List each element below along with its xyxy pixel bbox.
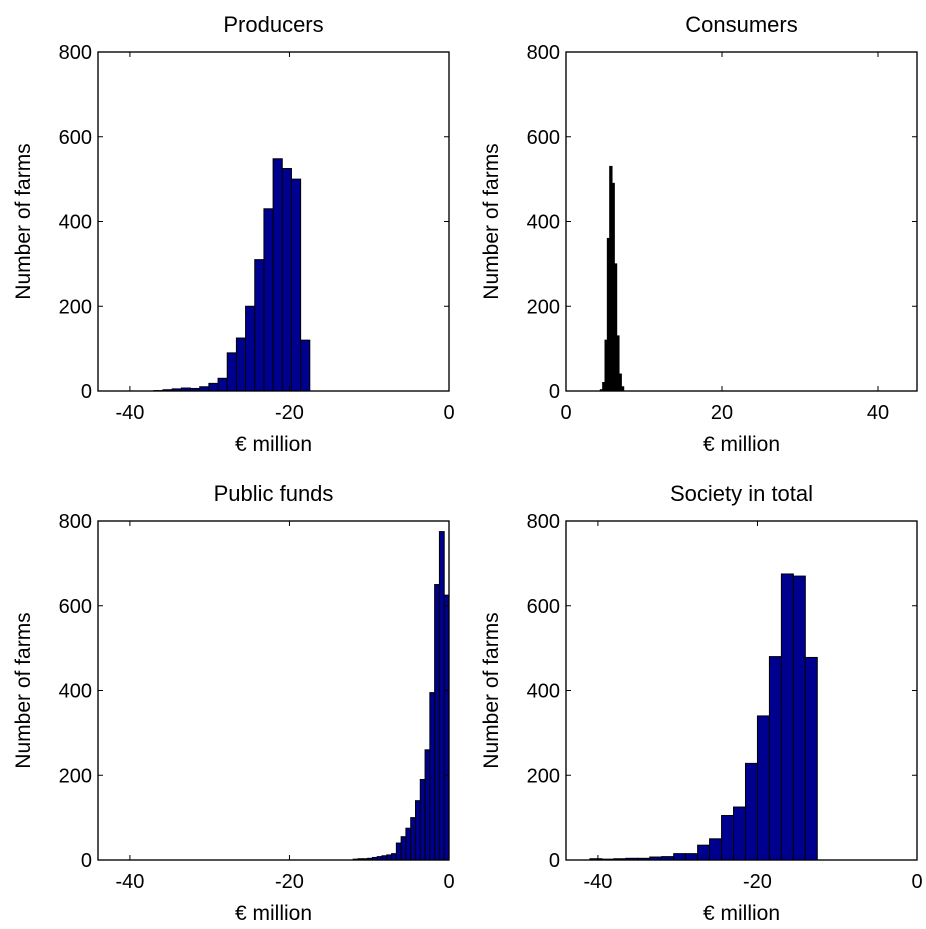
histogram-bar bbox=[410, 817, 416, 861]
y-tick-label: 600 bbox=[527, 596, 560, 618]
x-tick-label: -40 bbox=[115, 402, 144, 424]
histogram-bar bbox=[673, 853, 687, 861]
subplot-3: -40 -20 0 0 200 400 600 800 Public funds € millio… bbox=[12, 481, 455, 925]
subplot-1: -40 -20 0 0 200 400 600 800 Producers € million Nu… bbox=[12, 12, 455, 456]
histogram-bar bbox=[217, 377, 228, 392]
axes-frame bbox=[97, 520, 450, 861]
x-axis-label: € million bbox=[235, 433, 312, 456]
histogram-bar bbox=[443, 594, 450, 861]
y-axis-label: Number of farms bbox=[480, 143, 503, 299]
y-tick-label: 800 bbox=[527, 42, 560, 64]
axes-frame bbox=[565, 51, 918, 392]
y-tick-label: 400 bbox=[59, 681, 92, 703]
histogram-bar bbox=[721, 815, 735, 861]
histogram-bar bbox=[792, 575, 806, 861]
y-axis-label: Number of farms bbox=[480, 612, 503, 768]
histogram-bar bbox=[780, 573, 794, 861]
histogram-bar bbox=[245, 305, 256, 392]
histogram-bar bbox=[768, 656, 782, 861]
histogram-bar bbox=[208, 382, 219, 392]
histogram-bar bbox=[199, 386, 210, 392]
y-tick-label: 200 bbox=[527, 765, 560, 787]
y-tick-label: 200 bbox=[59, 296, 92, 318]
x-tick-label: 0 bbox=[911, 871, 922, 893]
y-tick-label: 600 bbox=[59, 596, 92, 618]
histogram-bar bbox=[419, 778, 426, 861]
x-tick-label: 0 bbox=[443, 402, 454, 424]
histogram-bar bbox=[405, 827, 412, 861]
y-tick-label: 0 bbox=[549, 381, 560, 403]
chart-title: Public funds bbox=[214, 481, 334, 506]
x-tick-label: 20 bbox=[711, 402, 733, 424]
y-tick-label: 400 bbox=[59, 212, 92, 234]
x-tick-label: -40 bbox=[115, 871, 144, 893]
histogram-bar bbox=[415, 800, 421, 861]
histogram-bar bbox=[744, 762, 758, 861]
x-axis-label: € million bbox=[703, 902, 780, 925]
histogram-bar bbox=[391, 853, 397, 861]
y-tick-label: 800 bbox=[59, 42, 92, 64]
histogram-bar bbox=[685, 853, 699, 861]
x-tick-label: 0 bbox=[443, 871, 454, 893]
chart-title: Society in total bbox=[670, 481, 813, 506]
y-tick-label: 600 bbox=[59, 127, 92, 149]
histogram-bar bbox=[429, 692, 436, 861]
x-axis-label: € million bbox=[235, 902, 312, 925]
y-tick-label: 200 bbox=[527, 296, 560, 318]
histogram-bar bbox=[804, 656, 818, 861]
subplot-4: -40 -20 0 0 200 400 600 800 Society in total € mi… bbox=[480, 481, 923, 925]
y-tick-label: 200 bbox=[59, 765, 92, 787]
x-tick-label: -20 bbox=[743, 871, 772, 893]
axes-frame bbox=[565, 520, 918, 861]
x-tick-label: -40 bbox=[583, 871, 612, 893]
y-tick-label: 0 bbox=[549, 850, 560, 872]
histogram-bar bbox=[733, 806, 746, 861]
histogram-bar bbox=[395, 842, 402, 861]
histogram-bar bbox=[434, 584, 440, 861]
x-tick-label: -20 bbox=[275, 871, 304, 893]
chart-title: Consumers bbox=[685, 12, 797, 37]
histogram-bar bbox=[400, 836, 407, 861]
y-tick-label: 0 bbox=[81, 850, 92, 872]
histogram-bar bbox=[235, 337, 247, 392]
histogram-bar bbox=[709, 838, 723, 861]
histogram-bar bbox=[263, 208, 274, 392]
x-tick-label: 40 bbox=[867, 402, 889, 424]
histogram-bar bbox=[620, 386, 625, 392]
chart-title: Producers bbox=[223, 12, 323, 37]
histogram-bar bbox=[300, 339, 311, 392]
histogram-bar bbox=[386, 854, 393, 861]
y-tick-label: 400 bbox=[527, 681, 560, 703]
y-tick-label: 0 bbox=[81, 381, 92, 403]
y-axis-label: Number of farms bbox=[12, 612, 35, 768]
x-tick-label: -20 bbox=[275, 402, 304, 424]
y-axis-label: Number of farms bbox=[12, 143, 35, 299]
histogram-bar bbox=[438, 531, 445, 861]
y-tick-label: 800 bbox=[59, 511, 92, 533]
histogram-bar bbox=[226, 352, 237, 392]
histogram-bar bbox=[756, 715, 770, 861]
y-tick-label: 400 bbox=[527, 212, 560, 234]
histogram-bar bbox=[697, 844, 711, 861]
histogram-bar bbox=[281, 168, 292, 392]
x-axis-label: € million bbox=[703, 433, 780, 456]
y-tick-label: 600 bbox=[527, 127, 560, 149]
x-tick-label: 0 bbox=[560, 402, 571, 424]
histogram-bar bbox=[424, 749, 431, 861]
histogram-bar bbox=[272, 158, 283, 392]
histogram-bar bbox=[290, 178, 302, 392]
histogram-bar bbox=[254, 259, 265, 392]
y-tick-label: 800 bbox=[527, 511, 560, 533]
histogram-bar bbox=[381, 855, 388, 861]
